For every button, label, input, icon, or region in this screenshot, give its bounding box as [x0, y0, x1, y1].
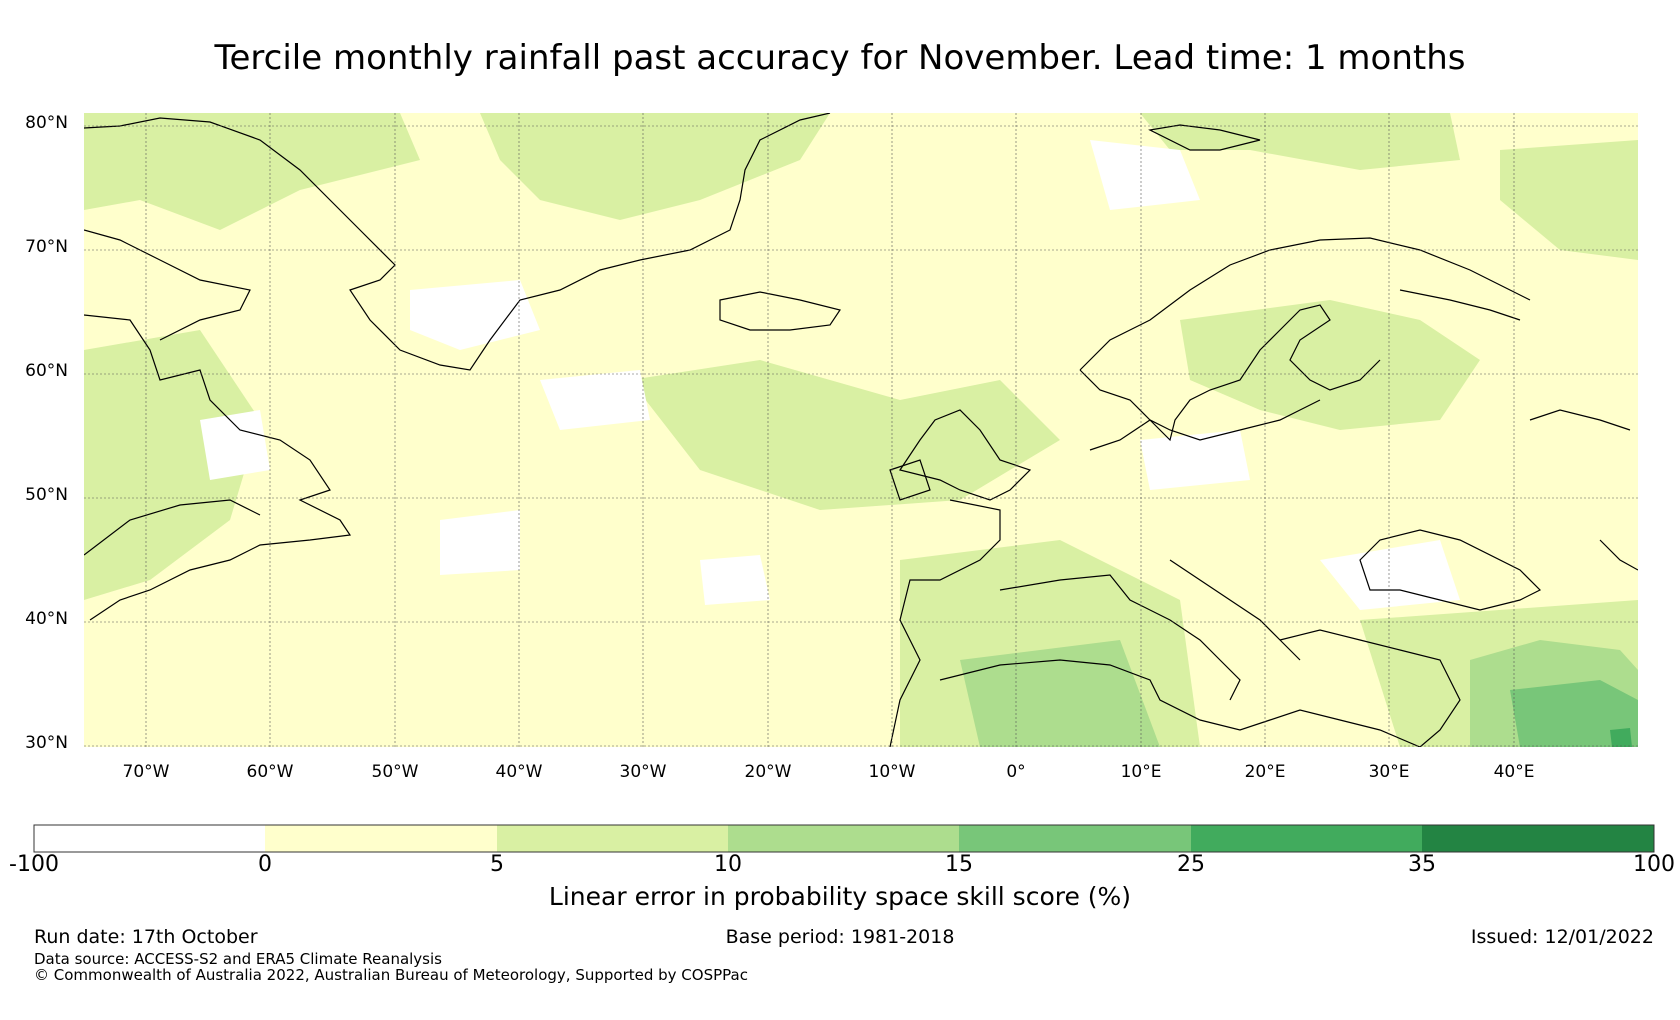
- lon-label-20w: 20°W: [744, 762, 792, 782]
- lat-label-60n: 60°N: [25, 361, 68, 381]
- lon-label-0: 0°: [1006, 762, 1026, 782]
- lon-label-10e: 10°E: [1120, 762, 1162, 782]
- copyright: © Commonwealth of Australia 2022, Austra…: [34, 966, 748, 984]
- lat-label-30n: 30°N: [25, 733, 68, 753]
- lat-label-40n: 40°N: [25, 609, 68, 629]
- lon-label-50w: 50°W: [371, 762, 419, 782]
- lon-label-70w: 70°W: [122, 762, 170, 782]
- colorbar-segment-2: [265, 825, 497, 852]
- colorbar-tick-minus100: -100: [9, 852, 59, 877]
- graticule: [84, 113, 1638, 747]
- lon-label-20e: 20°E: [1244, 762, 1286, 782]
- colorbar-tick-35: 35: [1408, 852, 1436, 877]
- colorbar-segment-3: [497, 825, 728, 852]
- colorbar-segment-4: [728, 825, 959, 852]
- colorbar-label: Linear error in probability space skill …: [548, 882, 1132, 911]
- chart-title: Tercile monthly rainfall past accuracy f…: [214, 38, 1466, 78]
- colorbar-tick-15: 15: [945, 852, 973, 877]
- map-area: [84, 113, 1638, 747]
- lat-label-70n: 70°N: [25, 237, 68, 257]
- base-period: Base period: 1981-2018: [725, 926, 955, 948]
- lon-label-10w: 10°W: [868, 762, 916, 782]
- lon-label-30w: 30°W: [619, 762, 667, 782]
- lat-label-50n: 50°N: [25, 485, 68, 505]
- data-source: Data source: ACCESS-S2 and ERA5 Climate …: [34, 950, 442, 968]
- run-date: Run date: 17th October: [34, 926, 258, 948]
- coastlines: [84, 113, 1638, 747]
- lon-label-40w: 40°W: [495, 762, 543, 782]
- lon-label-60w: 60°W: [246, 762, 294, 782]
- skill-field: [84, 113, 1638, 747]
- lat-label-80n: 80°N: [25, 113, 68, 133]
- colorbar-tick-10: 10: [714, 852, 742, 877]
- colorbar-segment-5: [959, 825, 1191, 852]
- lon-label-40e: 40°E: [1493, 762, 1535, 782]
- colorbar-tick-5: 5: [490, 852, 504, 877]
- lon-label-30e: 30°E: [1368, 762, 1410, 782]
- colorbar-tick-25: 25: [1177, 852, 1205, 877]
- colorbar-segment-1: [34, 825, 265, 852]
- colorbar: [33, 824, 1655, 853]
- colorbar-frame: [33, 824, 1655, 853]
- colorbar-tick-0: 0: [258, 852, 272, 877]
- colorbar-tick-100: 100: [1633, 852, 1675, 877]
- colorbar-segment-6: [1191, 825, 1422, 852]
- issued-date: Issued: 12/01/2022: [1470, 926, 1654, 948]
- colorbar-segment-7: [1422, 825, 1654, 852]
